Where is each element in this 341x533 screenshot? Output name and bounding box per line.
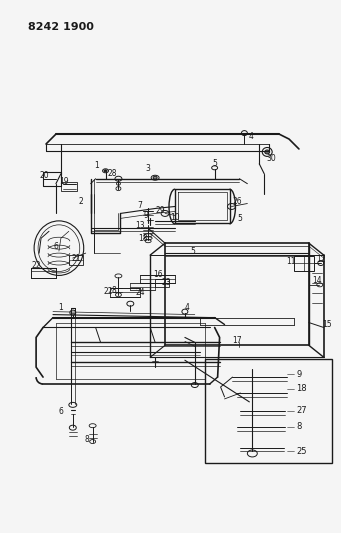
Text: 20: 20 (39, 171, 49, 180)
Text: 14: 14 (312, 277, 322, 285)
Bar (205, 359, 332, 463)
Text: 15: 15 (322, 320, 331, 329)
Text: 13: 13 (135, 221, 145, 230)
Text: 18: 18 (296, 384, 307, 393)
Text: 28: 28 (108, 169, 117, 178)
Text: 6: 6 (58, 407, 63, 416)
Text: 22: 22 (104, 287, 113, 296)
Text: 4: 4 (184, 303, 189, 312)
Text: 2: 2 (78, 197, 83, 206)
Text: 11: 11 (286, 256, 296, 265)
Text: 25: 25 (296, 447, 307, 456)
Text: 30: 30 (266, 155, 276, 164)
Text: 8: 8 (84, 435, 89, 444)
Text: 1: 1 (94, 161, 99, 171)
Text: 29: 29 (155, 206, 165, 215)
Text: 5: 5 (190, 247, 195, 256)
Bar (294, 256, 314, 271)
Bar (61, 182, 77, 191)
Text: 8242 1900: 8242 1900 (28, 22, 94, 32)
Text: 10: 10 (170, 213, 180, 222)
Text: 9: 9 (144, 211, 149, 220)
Text: 16: 16 (153, 270, 163, 279)
Text: 6: 6 (54, 241, 58, 251)
Text: 18: 18 (138, 234, 148, 243)
Text: 23: 23 (161, 278, 171, 287)
Text: 5: 5 (237, 214, 242, 223)
Text: 19: 19 (59, 177, 69, 186)
Ellipse shape (153, 176, 157, 179)
Text: 26: 26 (233, 197, 242, 206)
Text: 8: 8 (111, 286, 116, 295)
Text: 27: 27 (296, 406, 307, 415)
Text: 1: 1 (59, 303, 63, 312)
Text: 4: 4 (249, 132, 254, 141)
Text: 8: 8 (296, 422, 301, 431)
Text: 5: 5 (212, 159, 217, 168)
Text: 7: 7 (138, 201, 143, 210)
Text: 12: 12 (316, 255, 326, 263)
Text: 9: 9 (296, 369, 301, 378)
Text: 21: 21 (71, 254, 80, 263)
Text: 22: 22 (31, 261, 41, 270)
Ellipse shape (104, 170, 107, 172)
Ellipse shape (265, 150, 270, 154)
Bar (69, 255, 83, 265)
Bar (155, 279, 169, 287)
Text: 24: 24 (135, 288, 145, 297)
Bar (43, 172, 61, 185)
Text: 3: 3 (146, 164, 151, 173)
Text: 17: 17 (233, 336, 242, 345)
